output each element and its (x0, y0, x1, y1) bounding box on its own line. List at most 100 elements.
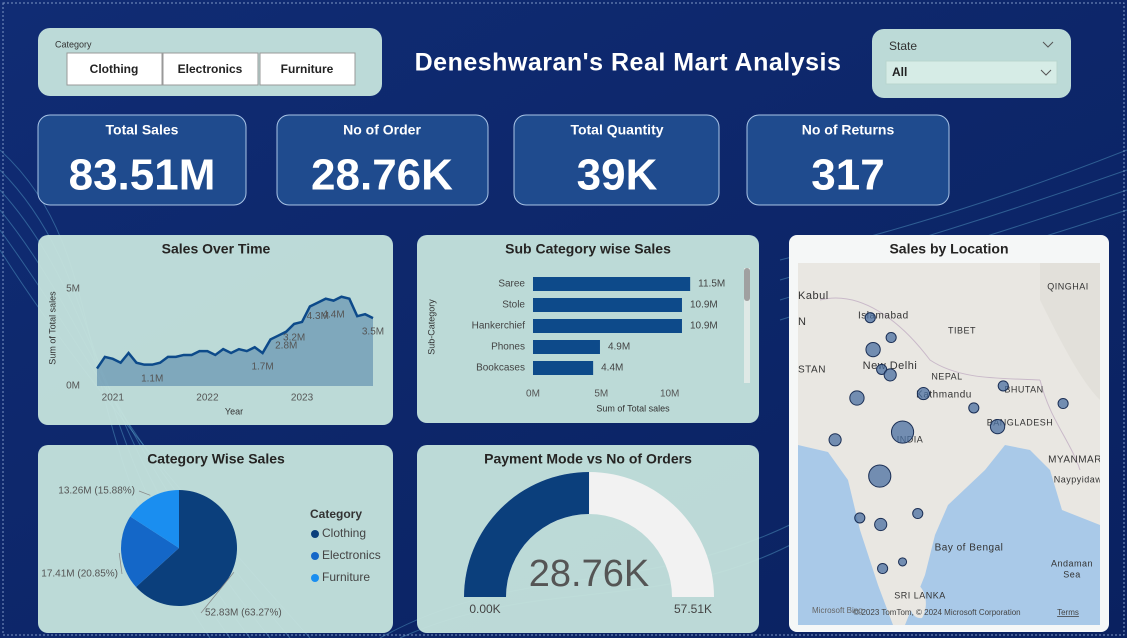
dropdown[interactable] (885, 60, 1058, 85)
kpi-label: No of Returns (802, 122, 895, 138)
y-tick-label: Bookcases (476, 363, 525, 374)
dashboard-title: Deneshwaran's Real Mart Analysis (415, 49, 842, 77)
kpi-value: 28.76K (311, 151, 453, 200)
chart-title: Payment Mode vs No of Orders (484, 451, 692, 467)
bubble (877, 562, 889, 575)
place-label: Kathmandu (916, 390, 972, 401)
data-label: 3.2M (283, 333, 305, 344)
leader-line (138, 490, 151, 496)
data-label: 3.5M (362, 327, 384, 338)
scrollbar[interactable] (744, 268, 750, 301)
data-label: 4.4M (322, 309, 344, 320)
slicer-button[interactable] (259, 52, 356, 86)
bubble (874, 517, 888, 532)
slicer-option[interactable]: Electronics (178, 62, 243, 76)
bubble (968, 402, 980, 414)
scroll-track (744, 268, 750, 383)
bubble (868, 464, 892, 488)
data-label: 1.1M (141, 373, 163, 384)
slicer-button[interactable] (162, 52, 259, 86)
chart-card (38, 235, 393, 425)
chart-title: Category Wise Sales (147, 451, 285, 467)
bubble (885, 331, 897, 344)
data-label: 4.4M (601, 363, 623, 374)
data-label: 4.3M (307, 311, 329, 322)
slicer-option[interactable]: Clothing (90, 62, 139, 76)
pie-slice (121, 516, 179, 587)
chevron[interactable] (1042, 41, 1054, 48)
bubble (898, 557, 908, 567)
data-label: 13.26M (15.88%) (58, 486, 135, 497)
gauge-tick-label: 0.00K (469, 602, 500, 616)
bubble (890, 420, 915, 444)
data-label: 52.83M (63.27%) (205, 608, 282, 619)
place-label: Islamabad (858, 311, 909, 322)
map-sea (798, 445, 893, 625)
chart-title: Sales Over Time (162, 241, 271, 257)
kpi-card (37, 114, 247, 206)
slicer-label: State (889, 39, 917, 53)
legend-label: Clothing (322, 526, 366, 540)
y-axis-title: Sub-Category (426, 299, 436, 355)
bubble (997, 380, 1009, 392)
place-label: BHUTAN (1004, 384, 1043, 394)
bubble (865, 341, 881, 358)
y-tick-label: Saree (498, 279, 525, 290)
x-tick-label: 5M (594, 389, 608, 400)
bubble (849, 390, 865, 406)
legend-swatch (311, 530, 319, 538)
map-base (798, 263, 1100, 625)
slicer-button[interactable] (66, 52, 163, 86)
y-tick-label: Stole (502, 300, 525, 311)
y-tick-label: Phones (491, 342, 525, 353)
bar (533, 340, 600, 354)
gauge-tick-label: 57.51K (674, 602, 712, 616)
place-label: BANGLADESH (987, 417, 1054, 427)
pie-slice (136, 490, 237, 606)
dropdown-value[interactable]: All (892, 65, 907, 79)
place-label: NEPAL (931, 371, 962, 381)
leader-line (118, 552, 123, 575)
bubble (1057, 397, 1069, 410)
slicer-option[interactable]: Furniture (281, 62, 334, 76)
x-tick-label: 0M (526, 389, 540, 400)
slicer-label: Category (55, 39, 92, 49)
kpi-card (276, 114, 489, 206)
bubble (916, 387, 931, 401)
chevron[interactable] (1040, 69, 1052, 76)
map-island (909, 582, 926, 619)
gauge-label: 28.76K (529, 553, 649, 595)
map-region (1040, 263, 1100, 400)
legend-label: Furniture (322, 570, 370, 584)
kpi-label: Total Quantity (570, 122, 663, 138)
map-terms[interactable]: Terms (1057, 608, 1079, 617)
legend-swatch (311, 574, 319, 582)
map-provider: Microsoft Bing (812, 606, 863, 615)
y-axis-title: Sum of Total sales (47, 291, 57, 365)
leader-line (200, 572, 235, 614)
bubble (912, 507, 924, 520)
x-tick-label: 10M (660, 389, 679, 400)
bubble (828, 433, 842, 447)
chart-title: Sales by Location (889, 241, 1008, 257)
place-label: SRI LANKA (894, 590, 946, 600)
bubble (854, 512, 866, 524)
map-attribution: © 2023 TomTom, © 2024 Microsoft Corporat… (853, 608, 1020, 617)
place-label: TIBET (948, 325, 976, 335)
kpi-value: 39K (577, 151, 658, 200)
data-label: 4.9M (608, 342, 630, 353)
data-label: 1.7M (251, 362, 273, 373)
bubble (864, 312, 876, 324)
kpi-card (746, 114, 950, 206)
x-tick-label: 2021 (102, 393, 125, 404)
data-label: 11.5M (698, 279, 725, 290)
gauge-value (464, 472, 590, 597)
bar (533, 277, 691, 291)
bar (533, 361, 594, 375)
data-label: 10.9M (690, 321, 718, 332)
map-sea (905, 445, 1100, 625)
x-tick-label: 2022 (196, 393, 219, 404)
legend-title: Category (310, 507, 362, 521)
